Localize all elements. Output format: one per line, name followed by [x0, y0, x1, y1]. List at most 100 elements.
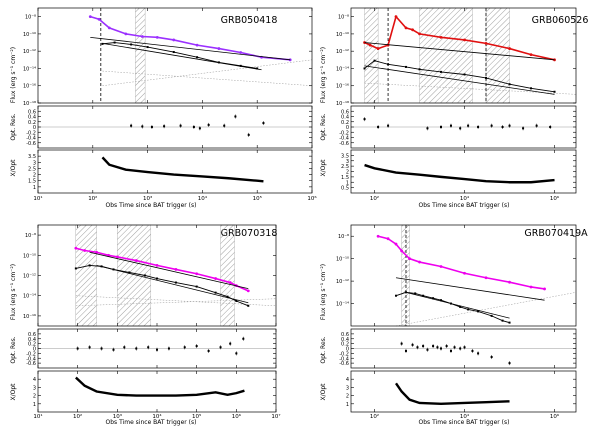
optical-point — [508, 321, 511, 324]
flux-tick-label: 10⁻¹⁶ — [23, 314, 36, 320]
residual-point — [150, 126, 153, 128]
flux-tick-label: 10⁻¹² — [23, 274, 36, 280]
residual-point — [207, 123, 210, 126]
panel-title: GRB070318 — [221, 228, 278, 239]
optical-point — [101, 42, 104, 45]
ratio-tick-label: 1 — [33, 185, 36, 191]
residual-tick-label: -0.2 — [26, 130, 36, 136]
optical-point — [146, 46, 149, 49]
ratio-tick-label: 3 — [346, 385, 349, 391]
xray-point — [376, 47, 380, 50]
residual-point — [459, 127, 462, 130]
residual-tick-label: -0.4 — [339, 356, 349, 362]
residual-axis-label: Opt. Res. — [320, 113, 327, 140]
residual-point — [440, 347, 442, 350]
optical-point — [459, 305, 462, 308]
xray-point — [394, 15, 398, 19]
xray-series-line — [90, 15, 291, 61]
optical-point — [422, 294, 425, 297]
optical-point — [144, 274, 147, 277]
optical-point — [74, 267, 77, 270]
guide-line — [75, 295, 277, 307]
optical-point — [128, 271, 131, 274]
residual-point — [88, 346, 91, 349]
optical-point — [553, 90, 556, 93]
x-axis-label: Obs Time since BAT trigger (s) — [419, 419, 510, 426]
optical-point — [256, 67, 259, 70]
xray-point — [404, 26, 408, 30]
residual-point — [262, 122, 265, 125]
xray-point — [376, 234, 380, 238]
flux-tick-label: 10⁻¹⁰ — [336, 32, 349, 38]
residual-point — [490, 124, 493, 127]
ratio-tick-label: 0.5 — [341, 186, 349, 192]
residual-point — [411, 343, 414, 346]
ratio-axis-label: X/Opt — [320, 383, 327, 401]
optical-point — [418, 68, 421, 71]
x-tick-label: 10¹ — [33, 195, 42, 202]
flux-tick-label: 10⁻¹⁴ — [23, 294, 36, 300]
xray-point — [172, 38, 176, 42]
flux-tick-label: 10⁻¹⁸ — [336, 101, 349, 107]
x-tick-label: 10⁴ — [198, 195, 208, 202]
x-tick-label: 10⁶ — [550, 413, 560, 420]
x-tick-label: 10² — [370, 195, 379, 202]
ratio-frame — [37, 149, 313, 194]
guide-line — [102, 59, 313, 86]
residual-tick-label: 0.4 — [28, 115, 36, 121]
residual-point — [432, 345, 435, 348]
xray-point — [95, 250, 98, 254]
flux-frame — [37, 7, 313, 104]
optical-point — [196, 56, 199, 59]
x-axis-label: Obs Time since BAT trigger (s) — [419, 202, 510, 209]
ratio-tick-label: 2 — [33, 173, 36, 179]
xray-point — [543, 287, 546, 291]
xray-point — [411, 28, 414, 32]
residual-point — [141, 125, 144, 128]
xray-point — [97, 17, 101, 21]
residual-point — [387, 124, 390, 127]
residual-axis-label: Opt. Res. — [10, 336, 17, 363]
residual-point — [163, 125, 166, 128]
residual-tick-label: 0.6 — [341, 332, 349, 338]
optical-fit-line — [405, 291, 510, 319]
residual-point — [76, 347, 79, 350]
xray-point — [386, 237, 390, 241]
residual-point — [234, 115, 237, 118]
xray-point — [484, 276, 488, 280]
residual-point — [219, 346, 222, 349]
optical-fit-line — [364, 65, 555, 95]
flux-tick-label: 10⁻⁸ — [25, 233, 36, 239]
residual-point — [100, 347, 103, 350]
xray-fit-line — [90, 36, 291, 61]
optical-point — [485, 76, 487, 79]
x-tick-label: 10⁵ — [253, 195, 262, 202]
optical-point — [414, 292, 417, 295]
ratio-tick-label: 3 — [33, 385, 36, 391]
optical-point — [501, 319, 504, 322]
xray-point — [529, 53, 533, 57]
residual-tick-label: -0.6 — [339, 361, 349, 367]
flux-tick-label: 10⁻¹⁶ — [336, 84, 349, 90]
flux-tick-label: 10⁻¹² — [336, 279, 349, 285]
flux-tick-label: 10⁻¹⁰ — [23, 253, 36, 259]
residual-point — [422, 345, 425, 348]
flux-tick-label: 10⁻¹⁸ — [23, 101, 36, 107]
ratio-tick-label: 2.5 — [28, 166, 36, 172]
x-tick-label: 10³ — [113, 413, 122, 420]
optical-point — [174, 281, 177, 284]
xray-point — [508, 280, 511, 284]
optical-point — [467, 308, 470, 311]
residual-point — [400, 342, 403, 345]
xray-fit-line — [364, 42, 555, 61]
ratio-curve — [364, 163, 555, 184]
residual-tick-label: 0.4 — [341, 337, 349, 343]
residual-tick-label: -0.6 — [26, 141, 36, 147]
x-axis-label: Obs Time since BAT trigger (s) — [106, 419, 197, 426]
residual-tick-label: -0.6 — [26, 361, 36, 367]
xray-point — [214, 277, 217, 280]
ratio-axis-label: X/Opt — [10, 159, 17, 177]
residual-point — [363, 118, 366, 121]
panel-title: GRB050418 — [221, 15, 278, 26]
xray-point — [508, 47, 511, 50]
